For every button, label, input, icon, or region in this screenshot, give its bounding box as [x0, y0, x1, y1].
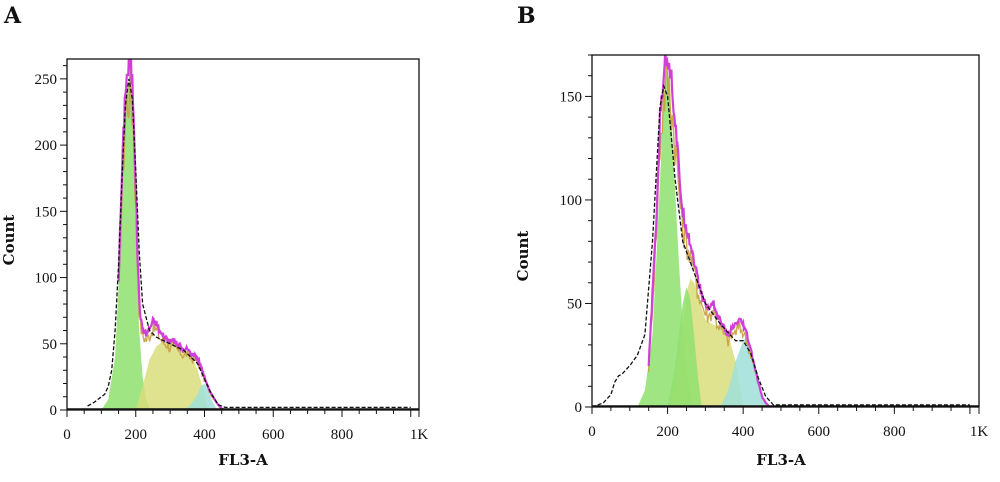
x-axis-title: FL3-A — [218, 451, 268, 469]
y-tick-label: 150 — [35, 204, 58, 220]
x-tick-label: 400 — [193, 427, 216, 443]
y-tick-label: 150 — [560, 89, 583, 105]
series-envelope-line — [647, 55, 771, 407]
y-axis-title: Count — [0, 215, 18, 266]
x-tick-label: 1K — [410, 427, 429, 443]
series-area-s2 — [667, 286, 702, 407]
series-area-g1 — [101, 81, 153, 410]
raw-histogram-bars — [648, 62, 770, 407]
chart-panel-a: 0 200 400 600 800 1K 0 50 100 150 200 250 FL3-A Count… — [0, 3, 428, 469]
y-tick-label: 100 — [560, 193, 583, 209]
x-tick-label: 0 — [63, 427, 71, 443]
x-tick-label: 200 — [125, 427, 148, 443]
plot-frame — [591, 54, 980, 408]
panel-label-b: B — [517, 3, 536, 29]
series-area-g2 — [183, 383, 219, 410]
y-axis-title: Count — [514, 231, 532, 282]
series-area-g2 — [720, 336, 770, 407]
x-tick-label: 0 — [588, 424, 596, 440]
x-tick-label: 1K — [970, 424, 989, 440]
raw-data-line — [87, 78, 411, 409]
series-area-g1 — [637, 69, 694, 407]
plot-layer — [592, 55, 979, 407]
x-tick-label: 800 — [331, 427, 354, 443]
y-tick-label: 250 — [35, 72, 58, 88]
y-tick-label: 0 — [575, 400, 583, 416]
x-tick-label: 200 — [656, 424, 679, 440]
chart-panel-b: 0 200 400 600 800 1K 0 50 100 150 FL3-A Count B — [514, 3, 988, 469]
x-tick-label: 600 — [262, 427, 285, 443]
x-tick-label: 600 — [808, 424, 831, 440]
x-tick-label: 800 — [883, 424, 906, 440]
y-tick-label: 50 — [42, 337, 57, 353]
y-tick-label: 100 — [35, 271, 58, 287]
plot-frame — [66, 58, 420, 411]
x-axis-title: FL3-A — [756, 451, 806, 469]
raw-data-line — [592, 83, 970, 407]
panel-label-a: A — [3, 3, 22, 29]
plot-layer — [67, 59, 419, 410]
y-tick-label: 200 — [35, 138, 58, 154]
y-tick-label: 0 — [50, 403, 58, 419]
y-tick-label: 50 — [567, 296, 582, 312]
x-tick-label: 400 — [732, 424, 755, 440]
